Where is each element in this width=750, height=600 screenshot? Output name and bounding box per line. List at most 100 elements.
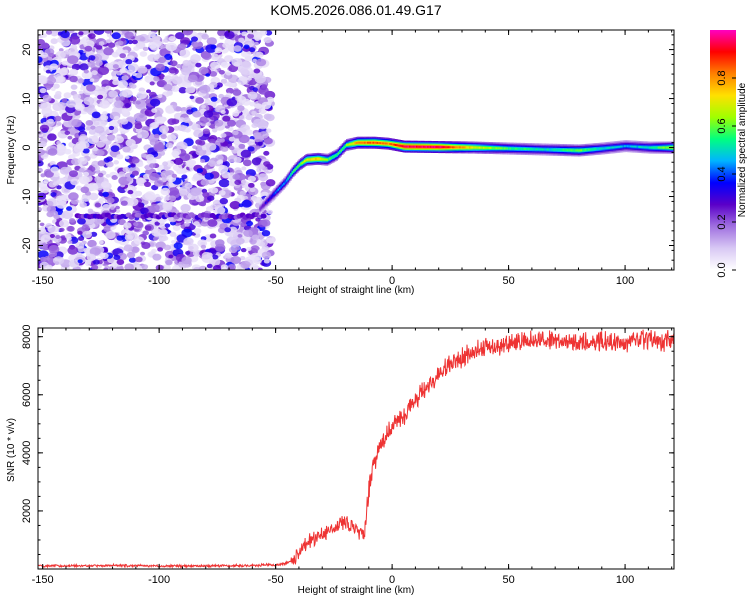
ridge-cell [446,146,449,149]
ridge-cell [667,146,670,149]
ridge-cell [365,141,368,144]
noise-blob [204,98,211,104]
noise-blob [172,76,183,85]
noise-blob [237,105,245,112]
noise-blob [229,201,241,210]
noise-blob [144,225,152,231]
x-tick-label: 100 [616,574,634,586]
ridge-cell [378,142,380,144]
noise-blob [200,179,210,186]
noise-blob [94,202,102,208]
noise-blob [46,205,57,213]
ridge-cell [552,148,555,151]
ridge-cell [491,147,493,149]
noise-blob [77,78,85,84]
noise-blob [50,30,58,37]
noise-blob [182,30,193,36]
noise-blob [210,44,217,50]
noise-band-blob [260,213,267,219]
noise-blob [191,264,201,270]
noise-blob [81,224,90,231]
noise-blob [167,134,177,142]
ridge-cell [424,145,426,148]
noise-blob [143,173,151,180]
ridge-cell [633,145,636,148]
noise-blob [117,80,128,89]
ridge-cell [531,148,534,151]
noise-blob [80,186,90,194]
ridge-cell [456,146,458,149]
noise-blob [225,71,232,76]
ridge-cell [576,149,579,152]
noise-blob [113,254,121,261]
ridge-cell [506,147,509,150]
noise-blob [239,190,247,196]
ridge-cell [551,148,554,151]
noise-blob [257,141,263,146]
noise-blob [245,114,253,121]
noise-blob [39,88,47,94]
noise-blob [102,191,109,197]
noise-blob [198,265,208,270]
ridge-cell [357,141,359,144]
ridge-cell [396,144,398,147]
x-tick-label: 50 [502,574,514,586]
noise-blob [126,251,136,259]
ridge-cell [397,144,400,147]
noise-blob [87,182,99,191]
noise-blob [153,54,160,60]
noise-blob [134,123,143,130]
y-tick-label: 6000 [21,383,33,407]
noise-blob [78,167,85,173]
x-tick-label: 0 [389,275,395,287]
noise-blob [155,241,166,250]
noise-blob [233,45,242,52]
noise-blob [190,54,202,63]
noise-blob [83,171,90,177]
ridge-cell [513,147,516,150]
noise-blob [40,186,50,194]
noise-blob [263,37,272,44]
y-tick-label: 2000 [21,499,33,523]
ridge-cell [502,147,505,150]
ridge-cell [353,142,355,145]
ridge-cell [315,158,317,160]
ridge-cell [390,143,393,146]
noise-blob [115,205,120,210]
noise-blob [52,256,65,265]
noise-blob [78,31,84,36]
noise-blob [151,228,163,237]
noise-blob [40,52,49,58]
ridge-cell [613,146,615,149]
noise-blob [96,149,105,157]
noise-blob [58,48,64,52]
snr-series-line [38,329,674,569]
ridge-cell [589,148,591,151]
noise-blob [246,220,253,227]
noise-blob [199,116,210,124]
ridge-cell [596,148,598,150]
noise-blob [39,256,47,262]
ridge-cell [628,145,630,148]
noise-blob [131,39,138,45]
noise-blob [247,91,258,100]
noise-blob [149,163,156,169]
noise-blob [38,141,47,148]
ridge-cell [281,184,284,187]
ridge-cell [642,146,644,149]
ridge-cell [457,146,460,149]
ridge-cell [624,145,626,148]
ridge-cell [464,146,467,149]
noise-blob [153,76,160,82]
ridge-cell [330,156,333,159]
ridge-cell [277,188,280,191]
ridge-cell [557,148,559,151]
noise-blob [100,114,109,121]
x-tick-label: 50 [502,275,514,287]
noise-blob [198,66,209,75]
noise-blob [212,254,219,260]
noise-blob [104,30,113,34]
noise-blob [39,222,45,227]
noise-blob [217,30,227,37]
ridge-cell [406,145,408,148]
